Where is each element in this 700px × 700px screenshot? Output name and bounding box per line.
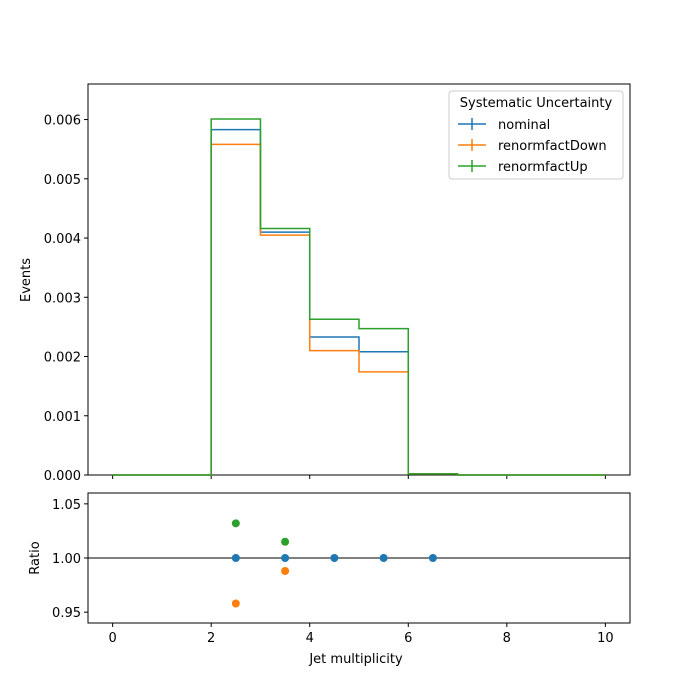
ratio-x-tick-label-3: 6 (404, 631, 412, 646)
legend: Systematic Uncertainty nominal renormfact… (448, 90, 624, 180)
ratio-y-axis-label: Ratio (28, 541, 43, 574)
ratio-y-tick-label-0: 0.95 (52, 606, 81, 621)
ratio-point-nominal-0 (231, 554, 240, 562)
histogram-y-tick-label-0: 0.000 (44, 469, 81, 484)
ratio-point-renormfactup-0 (231, 519, 240, 528)
ratio-x-tick-label-1: 2 (207, 631, 215, 646)
ratio-x-axis-label: Jet multiplicity (308, 652, 403, 667)
ratio-x-tick-label-4: 8 (503, 631, 511, 646)
histogram-plot-area (87, 83, 631, 476)
legend-entry-nominal: nominal (458, 118, 550, 133)
histogram-y-tick-label-3: 0.003 (44, 291, 81, 306)
histogram-series (112, 118, 606, 476)
histogram-y-tick-label-5: 0.005 (44, 173, 81, 188)
legend-entries: nominal renormfactDown renormfactUp (458, 118, 607, 175)
ratio-y-tick-label-2: 1.05 (52, 498, 81, 513)
histogram-series-renormfactdown (112, 143, 606, 476)
histogram-y-tick-label-1: 0.001 (44, 410, 81, 425)
ratio-x-ticks: 0 2 4 6 8 10 (108, 623, 614, 646)
ratio-point-renormfactdown-1 (281, 567, 290, 575)
ratio-point-nominal-2 (330, 554, 339, 562)
histogram-y-tick-label-2: 0.002 (44, 351, 81, 366)
legend-label-renormfactup: renormfactUp (498, 160, 588, 175)
ratio-points (231, 519, 437, 608)
ratio-panel: 0.95 1.00 1.05 0 2 4 6 8 10 Ratio Jet multiplic… (28, 492, 631, 667)
histogram-y-ticks: 0.000 0.001 0.002 0.003 0.004 0.005 0.006 (44, 114, 88, 484)
ratio-y-ticks: 0.95 1.00 1.05 (52, 498, 88, 621)
ratio-x-tick-label-2: 4 (306, 631, 314, 646)
histogram-series-nominal (112, 128, 606, 476)
legend-entry-renormfactdown: renormfactDown (458, 139, 607, 154)
ratio-y-tick-label-1: 1.00 (52, 552, 81, 567)
legend-entry-renormfactup: renormfactUp (458, 160, 588, 175)
ratio-point-nominal-3 (379, 554, 388, 562)
ratio-x-tick-label-0: 0 (108, 631, 116, 646)
ratio-point-nominal-4 (428, 554, 437, 562)
legend-label-renormfactdown: renormfactDown (498, 139, 607, 154)
legend-box (448, 90, 624, 180)
histogram-series-renormfactup (112, 118, 606, 476)
histogram-panel: 0.000 0.001 0.002 0.003 0.004 0.005 0.006 Even… (19, 83, 631, 484)
legend-label-nominal: nominal (498, 118, 550, 133)
histogram-y-tick-label-4: 0.004 (44, 232, 81, 247)
histogram-y-axis-label: Events (19, 258, 34, 302)
legend-title: Systematic Uncertainty (460, 96, 613, 111)
ratio-point-nominal-1 (281, 554, 290, 562)
ratio-x-tick-label-5: 10 (597, 631, 614, 646)
histogram-y-tick-label-6: 0.006 (44, 114, 81, 129)
ratio-point-renormfactdown-0 (231, 599, 240, 608)
ratio-point-renormfactup-1 (281, 537, 290, 546)
